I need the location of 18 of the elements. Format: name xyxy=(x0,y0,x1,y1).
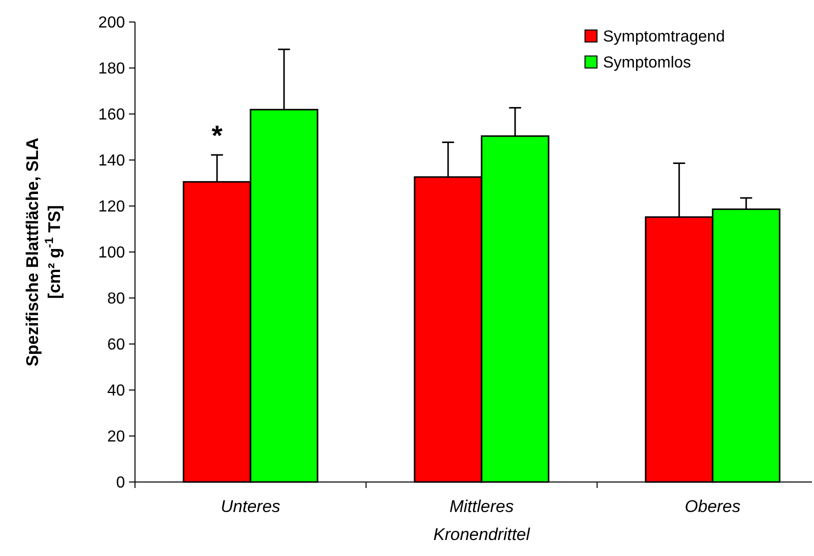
x-tick-label: Mittleres xyxy=(449,497,514,516)
y-tick-label: 60 xyxy=(107,336,126,354)
y-tick-label: 140 xyxy=(98,152,126,170)
y-tick-label: 0 xyxy=(116,474,126,492)
y-tick-label: 120 xyxy=(98,198,126,216)
legend-label: Symptomlos xyxy=(603,54,692,72)
y-tick-label: 80 xyxy=(107,290,126,308)
y-tick-label: 20 xyxy=(107,428,126,446)
legend-label: Symptomtragend xyxy=(603,28,725,46)
x-axis-title: Kronendrittel xyxy=(433,525,532,544)
x-tick-label: Unteres xyxy=(220,497,281,516)
y-tick-label: 200 xyxy=(98,14,126,32)
y-tick-label: 160 xyxy=(98,106,126,124)
y-tick-label: 180 xyxy=(98,60,126,78)
x-tick-label: Oberes xyxy=(684,497,742,516)
y-tick-label: 40 xyxy=(107,382,126,400)
annotation: * xyxy=(212,120,223,152)
y-tick-label: 100 xyxy=(98,244,126,262)
